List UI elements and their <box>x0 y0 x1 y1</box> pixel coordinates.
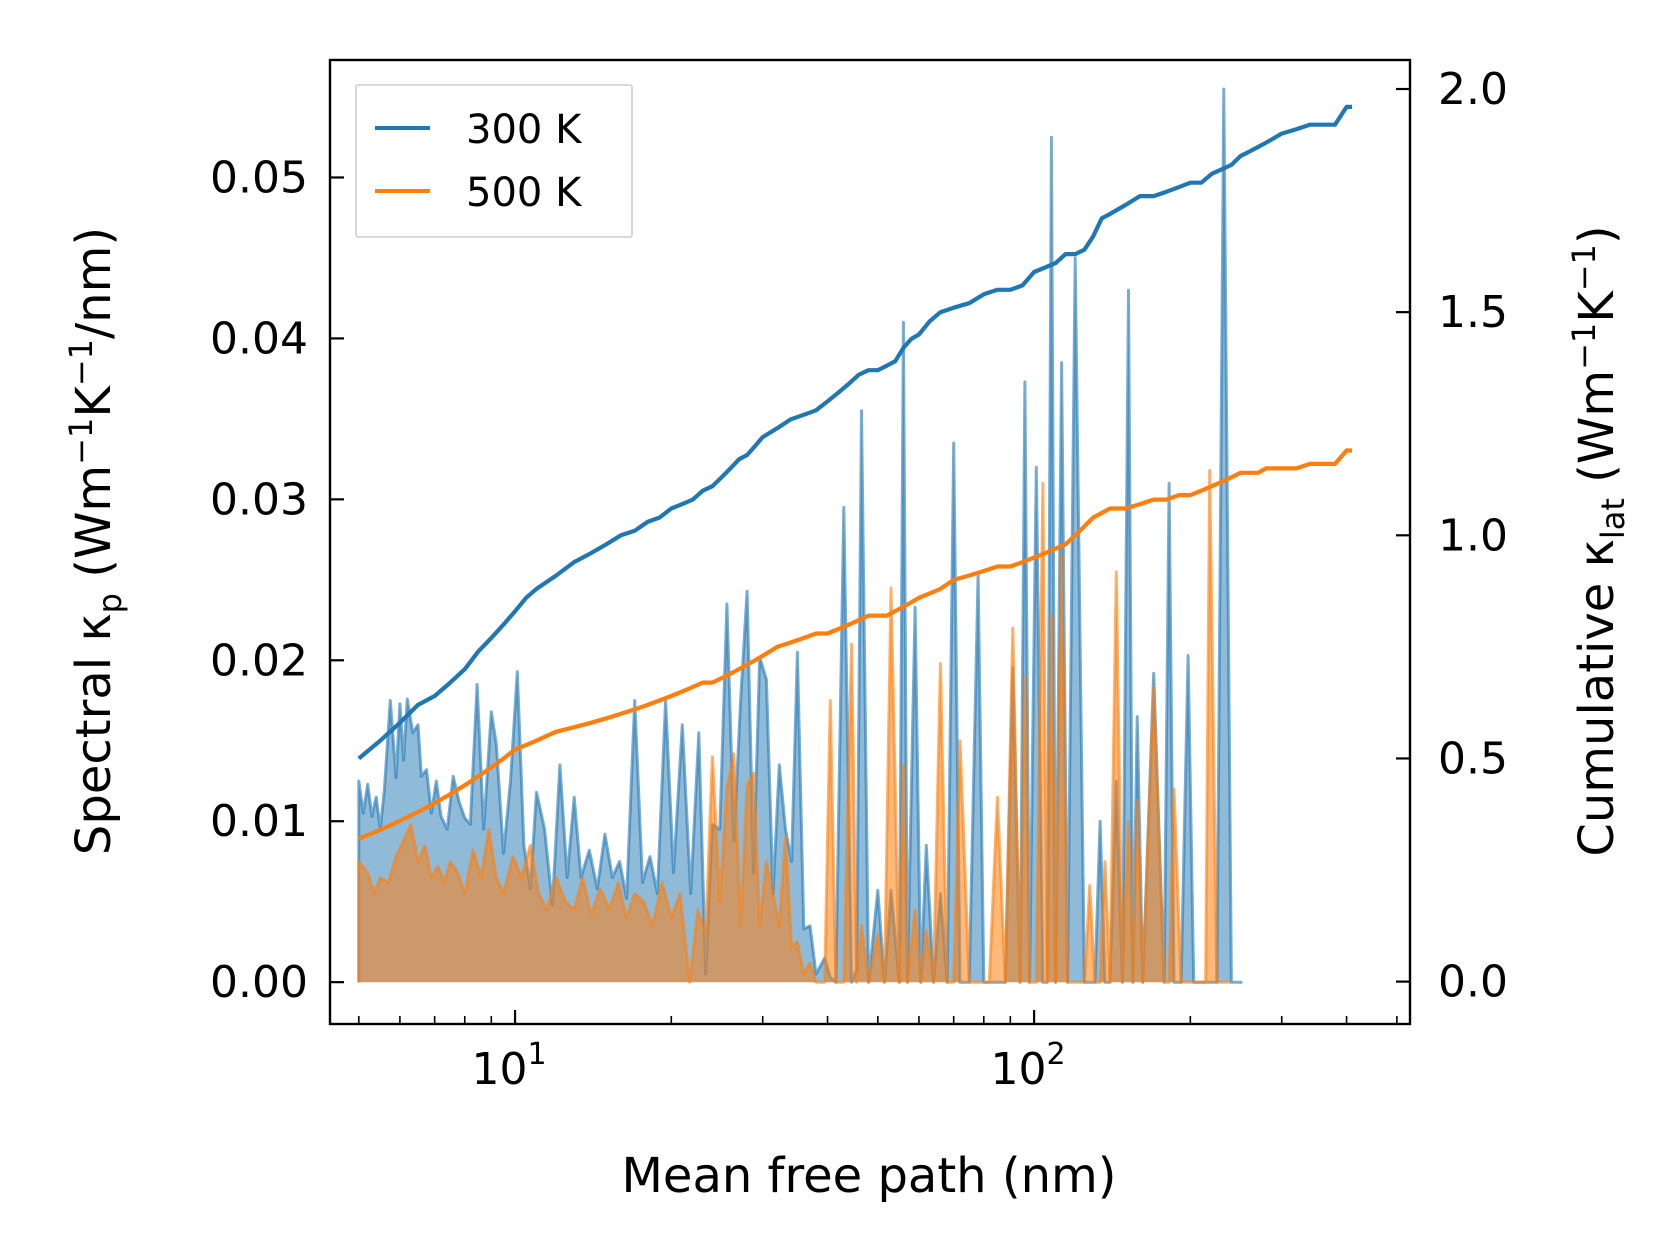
y2-axis-label: Cumulative κlat (Wm−1K−1) <box>1565 225 1632 856</box>
y-tick-label: 0.00 <box>210 957 308 1008</box>
y2-tick-label: 0.5 <box>1438 733 1508 784</box>
cumulative-line-300k <box>357 104 1353 761</box>
axis-ticks <box>330 87 1410 1024</box>
spectral-area-500k <box>357 468 1232 984</box>
x-tick-label: 102 <box>991 1037 1066 1095</box>
axis-tick-labels: 0.00 0.01 0.02 0.03 0.04 0.05 0.0 0.5 1.0 1.5 2.0 1… <box>210 64 1508 1095</box>
y-tick-label: 0.04 <box>210 313 308 364</box>
y-axis-label: Spectral κp (Wm−1K−1/nm) <box>62 227 129 855</box>
legend: 300 K 500 K <box>355 84 633 238</box>
legend-label-300k: 300 K <box>466 107 583 153</box>
x-axis-label: Mean free path (nm) <box>622 1148 1117 1204</box>
plot-frame <box>328 58 1412 1026</box>
y-tick-label: 0.01 <box>210 796 308 847</box>
spectral-fills <box>357 87 1243 984</box>
y-tick-label: 0.03 <box>210 474 308 525</box>
legend-label-500k: 500 K <box>466 170 583 216</box>
y2-tick-label: 0.0 <box>1438 957 1508 1008</box>
y-tick-label: 0.02 <box>210 635 308 686</box>
x-tick-label: 101 <box>472 1037 547 1095</box>
y-tick-label: 0.05 <box>210 152 308 203</box>
legend-box <box>355 84 633 238</box>
cumulative-lines <box>357 104 1353 841</box>
y2-tick-label: 1.5 <box>1438 287 1508 338</box>
y2-tick-label: 1.0 <box>1438 510 1508 561</box>
y2-tick-label: 2.0 <box>1438 64 1508 115</box>
cumulative-line-500k <box>357 448 1353 841</box>
